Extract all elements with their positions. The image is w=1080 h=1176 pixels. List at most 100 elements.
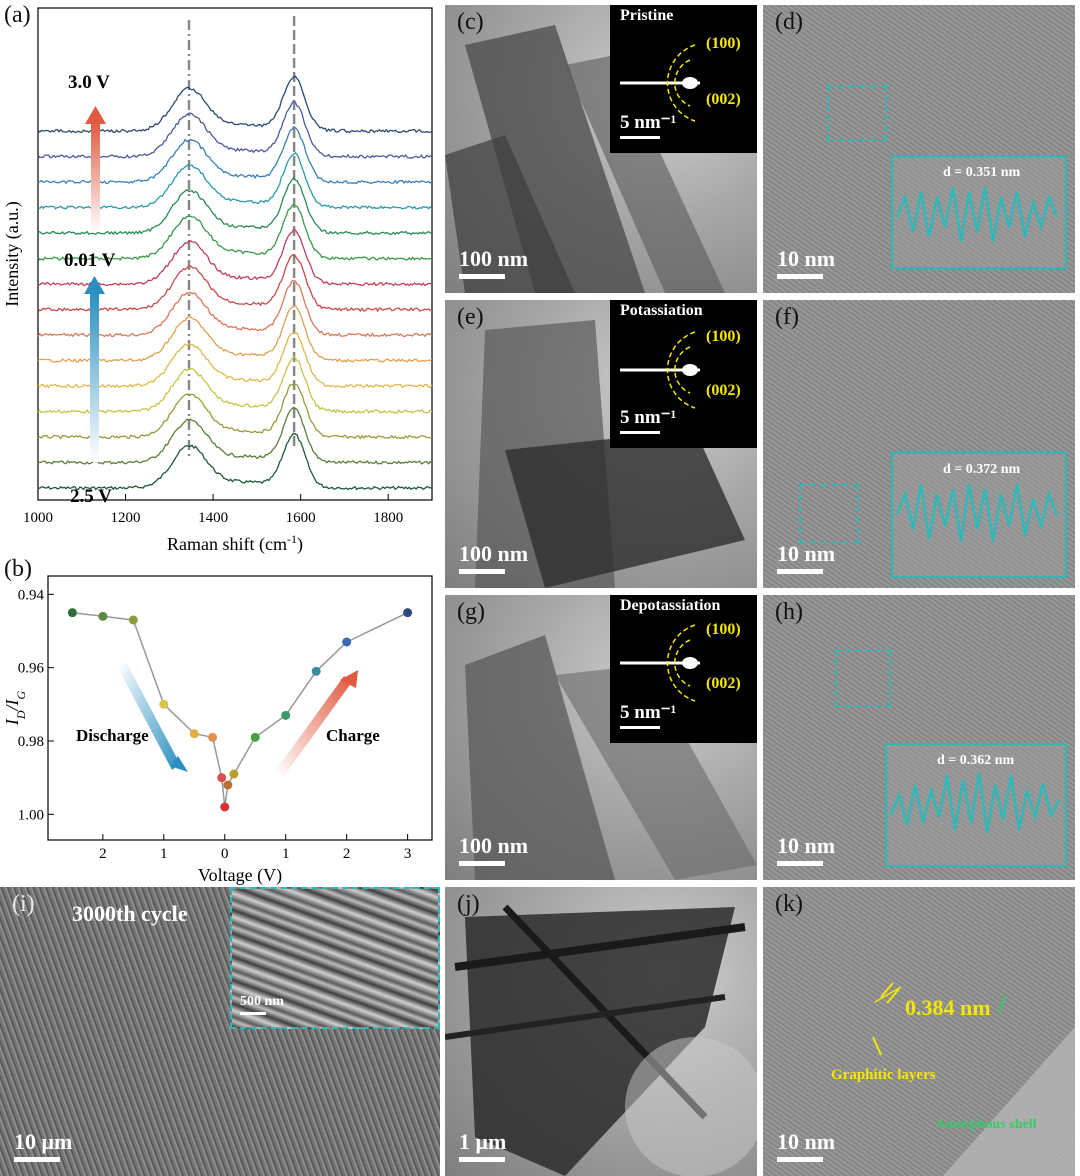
cycle-title: 3000th cycle xyxy=(72,901,188,926)
raman-series-4 xyxy=(37,355,433,414)
annot-001v: 0.01 V xyxy=(64,250,116,271)
graphitic-layers-label: Graphitic layers xyxy=(831,1067,936,1083)
lattice-spacing-k: 0.384 nm xyxy=(905,995,991,1020)
panel-g-label: (g) xyxy=(457,599,485,625)
idig-point-12 xyxy=(281,710,291,720)
idig-point-13 xyxy=(311,666,321,676)
panel-g: (g) Depotassiation (100) (002) 5 nm⁻¹ 10… xyxy=(445,595,757,880)
scalebar-e: 100 nm xyxy=(459,541,528,574)
panel-d: (d) d = 0.351 nm 10 nm xyxy=(763,5,1075,293)
ring-100-g: (100) xyxy=(706,621,741,638)
idig-frame xyxy=(47,575,433,841)
raman-xtick-label: 1000 xyxy=(23,510,53,526)
raman-series-11 xyxy=(37,176,433,236)
idig-point-4 xyxy=(159,699,169,709)
panel-a: 1000 1200 1400 1600 1800 Raman shift (cm-1) In… xyxy=(0,0,440,578)
panel-k: (k) 0.384 nm Graphitic layers Amorphous … xyxy=(763,887,1075,1176)
idig-point-7 xyxy=(217,773,227,783)
idig-ylabel: ID/IG xyxy=(2,691,28,727)
panel-k-label: (k) xyxy=(775,891,803,917)
discharge-arrow-head xyxy=(84,276,105,294)
idig-point-8 xyxy=(220,802,230,812)
raman-xtick-label: 1200 xyxy=(111,510,141,526)
charge-arrow-shaft xyxy=(91,122,100,232)
idig-point-11 xyxy=(250,732,260,742)
ring-100-c: (100) xyxy=(706,35,741,52)
saed-inset-e: Potassiation (100) (002) 5 nm⁻¹ xyxy=(610,300,757,448)
raman-series-13 xyxy=(37,125,433,185)
raman-xtick-label: 1800 xyxy=(373,510,403,526)
d-spacing-h: d = 0.362 nm xyxy=(937,753,1015,768)
idig-xtick-label: 2 xyxy=(343,846,351,862)
amorphous-shell-label: Amorphous shell xyxy=(935,1117,1037,1132)
idig-point-3 xyxy=(128,615,138,625)
saed-scale-c: 5 nm⁻¹ xyxy=(620,111,676,139)
profile-line-h xyxy=(889,772,1061,834)
idig-point-9 xyxy=(223,780,233,790)
raman-chart: 1000 1200 1400 1600 1800 Raman shift (cm-1) In… xyxy=(2,7,433,555)
idig-point-6 xyxy=(208,732,218,742)
panel-i-label: (i) xyxy=(12,891,35,917)
idig-point-5 xyxy=(189,729,199,739)
discharge-label: Discharge xyxy=(76,726,149,745)
profile-line-f xyxy=(895,483,1059,543)
scalebar-j: 1 μm xyxy=(459,1129,506,1162)
panel-j-label: (j) xyxy=(457,891,480,917)
tem-rods-g xyxy=(465,635,757,880)
idig-xtick-label: 1 xyxy=(282,846,290,862)
panel-c-label: (c) xyxy=(457,9,484,35)
intensity-profile-h: d = 0.362 nm xyxy=(885,743,1067,867)
amorphous-edge-k xyxy=(872,982,1075,1176)
ring-002-e: (002) xyxy=(706,382,741,399)
idig-xtick-label: 0 xyxy=(221,846,229,862)
scalebar-f: 10 nm xyxy=(777,541,835,574)
scalebar-k: 10 nm xyxy=(777,1129,835,1162)
d-spacing-d: d = 0.351 nm xyxy=(943,165,1021,180)
annot-3v: 3.0 V xyxy=(68,72,110,93)
idig-connector xyxy=(72,611,408,808)
scalebar-g: 100 nm xyxy=(459,833,528,866)
idig-xtick-label: 2 xyxy=(99,846,107,862)
raman-series-12 xyxy=(38,151,433,210)
saed-title-g: Depotassiation xyxy=(620,597,721,614)
idig-xlabel: Voltage (V) xyxy=(198,865,282,886)
saed-inset-g: Depotassiation (100) (002) 5 nm⁻¹ xyxy=(610,595,757,743)
panel-d-label: (d) xyxy=(775,9,803,35)
scalebar-h: 10 nm xyxy=(777,833,835,866)
saed-inset-c: Pristine (100) (002) 5 nm⁻¹ xyxy=(610,5,757,153)
panel-f-label: (f) xyxy=(775,304,799,330)
scalebar-d: 10 nm xyxy=(777,246,835,279)
saed-scale-e: 5 nm⁻¹ xyxy=(620,406,676,434)
inset-scalebar: 500 nm xyxy=(240,994,284,1015)
saed-title-c: Pristine xyxy=(620,7,674,24)
panel-c: (c) Pristine (100) (002) 5 nm⁻¹ 100 nm xyxy=(445,5,757,293)
selection-box-d xyxy=(827,85,887,141)
charge-label: Charge xyxy=(326,726,380,745)
panel-e-label: (e) xyxy=(457,304,484,330)
idig-ytick-label: 0.98 xyxy=(18,734,44,750)
raman-series-6 xyxy=(37,305,433,363)
discharge-arrow xyxy=(118,662,180,770)
ring-002-c: (002) xyxy=(706,91,741,108)
intensity-profile-f: d = 0.372 nm xyxy=(891,452,1067,578)
raman-series-2 xyxy=(37,406,433,465)
tem-rods-e xyxy=(475,320,745,588)
idig-ytick-label: 1.00 xyxy=(18,807,44,823)
ring-002-g: (002) xyxy=(706,675,741,692)
saed-scale-g: 5 nm⁻¹ xyxy=(620,701,676,729)
panel-j: (j) 1 μm xyxy=(445,887,757,1176)
raman-series-5 xyxy=(37,332,433,389)
raman-series-9 xyxy=(38,228,433,287)
raman-series-10 xyxy=(37,203,433,261)
raman-series-3 xyxy=(37,383,433,440)
raman-ylabel: Intensity (a.u.) xyxy=(2,201,23,306)
tem-bundle-j xyxy=(445,904,757,1176)
idig-point-14 xyxy=(342,637,352,647)
annot-25v: 2.5 V xyxy=(70,486,112,507)
panel-i: (i) 3000th cycle 500 nm 10 μm xyxy=(0,887,440,1176)
raman-frame xyxy=(37,7,433,501)
scalebar-c: 100 nm xyxy=(459,246,528,279)
charge-arrow-head xyxy=(85,106,106,124)
idig-ytick-label: 0.94 xyxy=(18,587,45,603)
ring-100-e: (100) xyxy=(706,328,741,345)
